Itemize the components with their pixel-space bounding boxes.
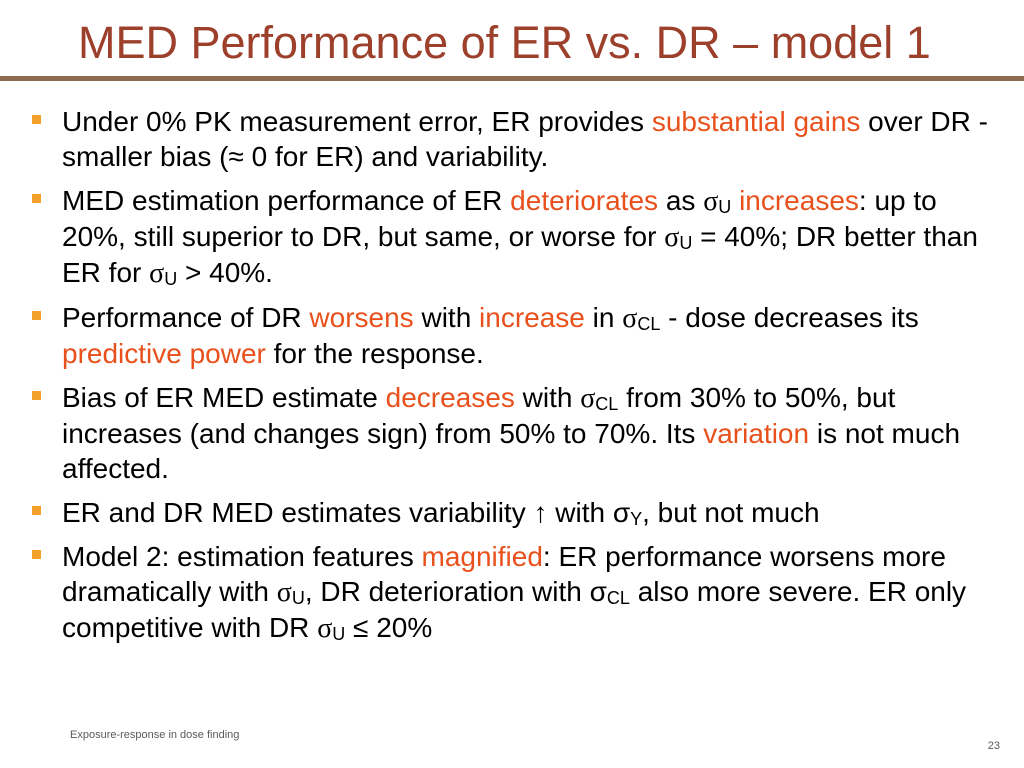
bullet-text-run (731, 185, 739, 216)
subscript-text: CL (606, 588, 630, 608)
slide-footer: Exposure-response in dose finding (70, 729, 240, 741)
bullet-text-run: , but not much (642, 497, 820, 528)
sigma-symbol: σ (580, 383, 596, 414)
bullet-square-icon (32, 311, 41, 320)
highlight-text: worsens (309, 302, 414, 333)
bullet-text-run: > 40%. (177, 257, 273, 288)
bullet-square-icon (32, 194, 41, 203)
subscript-text: Y (630, 509, 643, 529)
subscript-text: CL (595, 394, 619, 414)
bullet-list: Under 0% PK measurement error, ER provid… (30, 104, 1000, 655)
sigma-symbol: σ (276, 577, 292, 608)
highlight-text: increase (479, 302, 585, 333)
bullet-text-run: = 40%; DR better than ER for (62, 221, 978, 288)
bullet-text-run: with (413, 302, 480, 333)
bullet-text-run: Performance of DR (62, 302, 310, 333)
bullet-text-run: in (584, 302, 623, 333)
bullet-text-run: Under 0% PK measurement error, ER provid… (62, 106, 652, 137)
highlight-text: decreases (385, 382, 515, 413)
subscript-text: U (718, 197, 732, 217)
bullet-text-run: from 30% to 50%, but increases (and chan… (62, 382, 896, 449)
bullet-text-run: ≤ 20% (345, 612, 433, 643)
bullet-text-run: for the response. (265, 338, 484, 369)
bullet-text-run: Model 2: estimation features (62, 541, 422, 572)
subscript-text: U (164, 269, 178, 289)
bullet-square-icon (32, 115, 41, 124)
bullet-text-run: over DR - smaller bias (≈ 0 for ER) and … (62, 106, 988, 172)
bullet-text-run: : up to 20%, still superior to DR, but s… (62, 185, 937, 252)
bullet-item: Performance of DR worsens with increase … (30, 300, 1000, 371)
slide-title: MED Performance of ER vs. DR – model 1 (78, 17, 931, 68)
subscript-text: U (679, 233, 693, 253)
bullet-text-run: as (658, 185, 704, 216)
bullet-text-run: : ER performance worsens more dramatical… (62, 541, 946, 607)
highlight-text: variation (703, 418, 810, 449)
bullet-text-run: also more severe. ER only competitive wi… (62, 576, 967, 643)
highlight-text: predictive power (62, 338, 266, 369)
bullet-item: Under 0% PK measurement error, ER provid… (30, 104, 1000, 174)
highlight-text: increases (739, 185, 859, 216)
bullet-text-run: ER and DR MED estimates variability ↑ wi… (62, 497, 631, 528)
sigma-symbol: σ (149, 258, 165, 289)
sigma-symbol: σ (317, 613, 333, 644)
bullet-item: ER and DR MED estimates variability ↑ wi… (30, 495, 1000, 530)
bullet-square-icon (32, 550, 41, 559)
bullet-square-icon (32, 391, 41, 400)
title-divider (0, 76, 1024, 81)
subscript-text: CL (637, 314, 661, 334)
sigma-symbol: σ (622, 303, 638, 334)
subscript-text: U (291, 588, 305, 608)
bullet-item: MED estimation performance of ER deterio… (30, 183, 1000, 291)
bullet-text-run: Bias of ER MED estimate (62, 382, 386, 413)
bullet-item: Bias of ER MED estimate decreases with σ… (30, 380, 1000, 486)
highlight-text: substantial gains (651, 106, 861, 137)
highlight-text: deteriorates (510, 185, 659, 216)
sigma-symbol: σ (703, 186, 719, 217)
page-number: 23 (987, 740, 1000, 752)
bullet-text-run: with (514, 382, 581, 413)
bullet-text-run: , DR deterioration with σ (304, 576, 607, 607)
bullet-text-run: MED estimation performance of ER (62, 185, 511, 216)
bullet-text-run: is not much affected. (62, 418, 961, 484)
bullet-item: Model 2: estimation features magnified: … (30, 539, 1000, 646)
bullet-square-icon (32, 506, 41, 515)
sigma-symbol: σ (664, 222, 680, 253)
subscript-text: U (332, 624, 346, 644)
bullet-text-run: - dose decreases its (660, 302, 919, 333)
highlight-text: magnified (421, 541, 543, 572)
